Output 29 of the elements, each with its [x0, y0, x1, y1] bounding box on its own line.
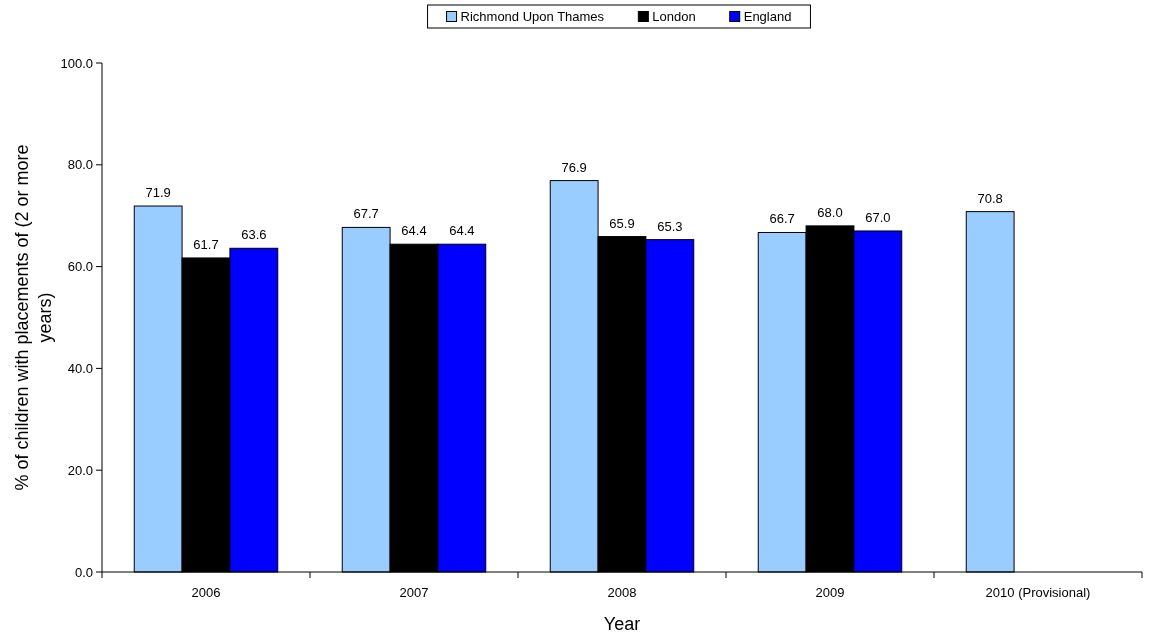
x-tick-label: 2006	[191, 585, 221, 600]
y-tick-label: 0.0	[74, 564, 93, 580]
y-axis-title: % of children with placements of (2 or more years)	[12, 144, 55, 491]
x-tick-label: 2009	[815, 585, 845, 600]
legend-label: Richmond Upon Thames	[460, 9, 605, 24]
data-label: 61.7	[193, 236, 219, 252]
x-tick-label: 2007	[399, 585, 429, 600]
y-tick-label: 100.0	[60, 55, 93, 71]
x-axis-title: Year	[603, 614, 641, 634]
data-label: 65.9	[609, 215, 635, 231]
data-label: 70.8	[977, 190, 1003, 206]
data-label: 68.0	[817, 204, 843, 220]
data-label: 66.7	[769, 211, 795, 227]
legend-label: London	[652, 9, 696, 24]
data-label: 63.6	[241, 227, 267, 243]
legend-label: England	[743, 9, 792, 24]
x-tick-label: 2008	[607, 585, 637, 600]
x-tick-label: 2010 (Provisional)	[985, 585, 1091, 600]
data-label: 76.9	[561, 159, 587, 175]
y-tick-label: 80.0	[67, 157, 93, 173]
data-label: 65.3	[657, 218, 683, 234]
data-label: 71.9	[145, 185, 171, 201]
data-label: 64.4	[449, 223, 475, 239]
data-label: 67.7	[353, 206, 379, 222]
data-label: 67.0	[865, 209, 891, 225]
data-label: 64.4	[401, 223, 427, 239]
y-tick-label: 60.0	[67, 259, 93, 275]
y-tick-label: 20.0	[67, 462, 93, 478]
y-tick-label: 40.0	[67, 360, 93, 376]
